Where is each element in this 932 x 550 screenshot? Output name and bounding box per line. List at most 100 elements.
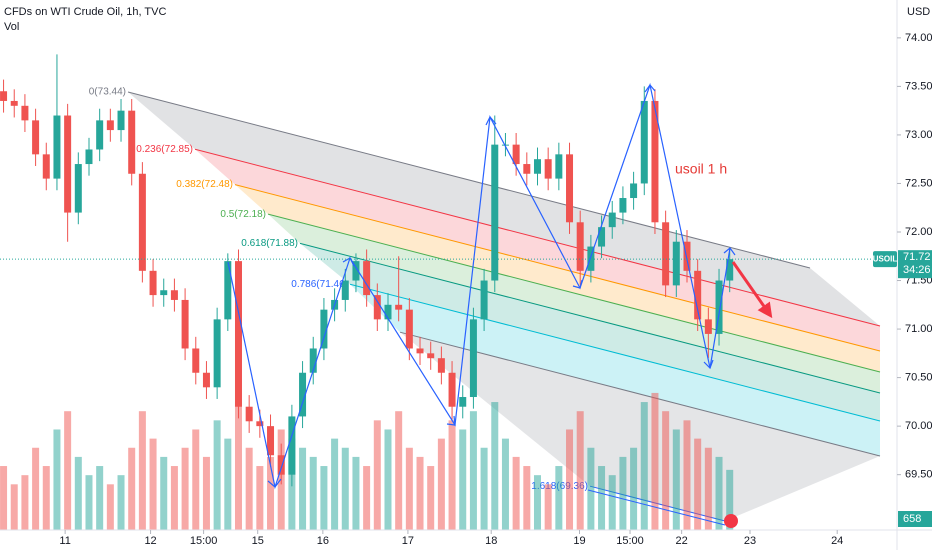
x-tick-label: 19 <box>573 535 585 547</box>
volume-bar <box>416 456 424 530</box>
volume-bar <box>662 411 670 530</box>
volume-bar <box>501 438 509 530</box>
volume-bar <box>224 438 232 530</box>
candle-body <box>96 120 104 150</box>
candle-body <box>309 348 317 373</box>
x-tick-label: 24 <box>831 535 843 547</box>
candle-body <box>224 261 232 320</box>
volume-bar <box>331 438 339 530</box>
volume-bar <box>469 411 477 530</box>
candle-body <box>21 105 29 121</box>
candle-body <box>149 270 157 296</box>
volume-bar <box>587 447 595 530</box>
volume-bar <box>245 447 253 530</box>
axes: 74.0073.5073.0072.5072.0071.5071.0070.50… <box>0 32 932 547</box>
candle-body <box>427 353 435 359</box>
candle-body <box>630 183 638 199</box>
volume-bar <box>555 466 563 530</box>
candle-body <box>533 159 541 174</box>
volume-bar <box>459 429 467 530</box>
volume-bar <box>544 484 552 530</box>
x-tick-label: 18 <box>485 535 497 547</box>
x-tick-label: 16 <box>317 535 329 547</box>
fib-channel: 0(73.44) 0.236(72.85) 0.382(72.48) 0.5(72.1… <box>89 87 881 522</box>
volume-bar <box>85 475 93 530</box>
candle-body <box>256 421 264 427</box>
candle-body <box>405 309 413 349</box>
volume-bar <box>320 466 328 530</box>
volume-bar <box>96 466 104 530</box>
price-tag-label: 71.72 <box>903 251 931 263</box>
volume-bar <box>256 466 264 530</box>
candle-body <box>555 154 563 179</box>
candle-body <box>288 416 296 475</box>
candle-body <box>64 115 72 213</box>
volume-bar <box>533 475 541 530</box>
event-icon[interactable] <box>724 514 738 528</box>
candle-body <box>437 358 445 373</box>
zigzag-tip <box>342 257 355 267</box>
symbol-tag-label: USOIL <box>873 254 898 263</box>
candle-body <box>608 212 616 228</box>
candle-body <box>53 115 61 179</box>
x-tick-label: 22 <box>676 535 688 547</box>
candle-body <box>480 280 488 320</box>
fib-level-label: 0.236(72.85) <box>136 144 193 155</box>
candle-body <box>267 426 275 456</box>
volume-bar <box>192 429 200 530</box>
candle-body <box>598 227 606 247</box>
candle-body <box>640 100 648 184</box>
candles <box>0 54 734 487</box>
candle-body <box>459 397 467 407</box>
candle-body <box>726 259 734 281</box>
volume-bar <box>160 456 168 530</box>
volume-bar <box>715 456 723 530</box>
price-tag <box>898 250 932 279</box>
candle-body <box>277 455 285 475</box>
candle-body <box>694 270 702 320</box>
volume-bar <box>106 484 114 530</box>
candle-body <box>42 154 50 179</box>
volume-bar <box>704 447 712 530</box>
volume-bar <box>21 475 29 530</box>
candle-body <box>213 319 221 388</box>
zigzag-tip <box>485 115 497 126</box>
volume-bar <box>74 456 82 530</box>
volume-bar <box>64 411 72 530</box>
volume-bar <box>437 438 445 530</box>
fib-level-label: 0.5(72.18) <box>220 209 266 220</box>
candle-body <box>32 120 40 155</box>
candle-body <box>662 222 670 286</box>
fib-level-line <box>194 148 881 327</box>
y-tick-label: 70.50 <box>905 372 932 384</box>
volume-title: Vol <box>4 21 19 33</box>
volume-bar <box>448 420 456 530</box>
candle-body <box>512 144 520 165</box>
candle-body <box>0 91 8 101</box>
candle-body <box>715 280 723 334</box>
volume-bar <box>373 420 381 530</box>
candle-body <box>576 222 584 271</box>
volume-tag-label: 658 <box>903 513 921 525</box>
volume-bar <box>352 456 360 530</box>
volume-bar <box>309 456 317 530</box>
fib-band <box>300 243 880 422</box>
y-tick-label: 71.00 <box>905 323 932 335</box>
volume-bar <box>576 411 584 530</box>
volume-bar <box>726 469 734 530</box>
fib-level-label: 0.786(71.46) <box>291 279 348 290</box>
fib-level-label: 0(73.44) <box>89 87 126 98</box>
candle-body <box>10 100 18 106</box>
candle-body <box>373 295 381 320</box>
candle-body <box>363 261 371 296</box>
candle-body <box>491 144 499 281</box>
volume-bar <box>512 456 520 530</box>
candle-body <box>448 372 456 407</box>
countdown-label: 34:26 <box>903 264 931 276</box>
volume-bar <box>128 447 136 530</box>
zigzag-tip <box>644 84 656 93</box>
volume-bar <box>427 466 435 530</box>
y-tick-label: 74.00 <box>905 32 932 44</box>
candle-body <box>566 154 574 223</box>
candle-body <box>299 372 307 417</box>
